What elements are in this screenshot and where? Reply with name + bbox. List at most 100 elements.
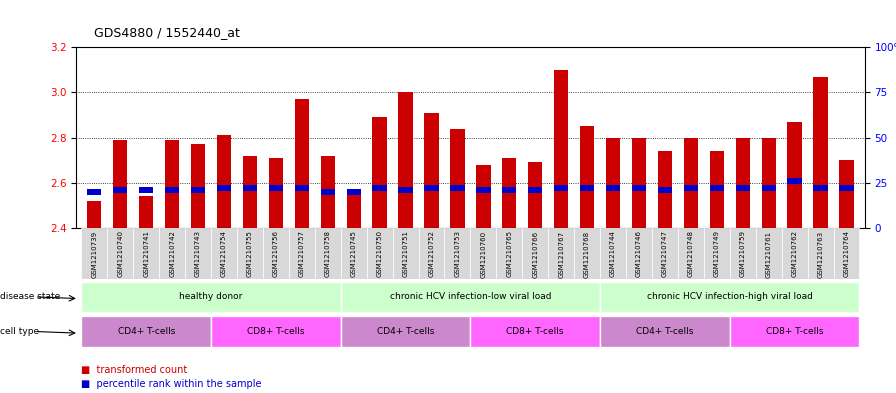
Bar <box>191 187 205 193</box>
Bar <box>781 228 807 279</box>
Text: chronic HCV infection-high viral load: chronic HCV infection-high viral load <box>647 292 813 301</box>
Bar <box>314 228 340 279</box>
Bar <box>347 189 361 195</box>
Bar <box>684 138 698 228</box>
Bar <box>113 140 127 228</box>
Text: GSM1210744: GSM1210744 <box>610 230 616 277</box>
Text: GSM1210767: GSM1210767 <box>558 230 564 277</box>
Bar <box>755 228 781 279</box>
Text: GSM1210756: GSM1210756 <box>273 230 279 277</box>
Bar <box>729 228 755 279</box>
Text: disease state: disease state <box>0 292 60 301</box>
Bar <box>425 113 439 228</box>
Bar <box>600 282 859 312</box>
Bar <box>833 228 859 279</box>
Bar <box>82 316 211 347</box>
Bar <box>574 228 600 279</box>
Bar <box>373 117 387 228</box>
Text: CD8+ T-cells: CD8+ T-cells <box>506 327 564 336</box>
Bar <box>814 185 828 191</box>
Text: GSM1210739: GSM1210739 <box>91 230 98 277</box>
Bar <box>788 122 802 228</box>
Bar <box>340 282 600 312</box>
Bar <box>134 228 159 279</box>
Bar <box>600 228 626 279</box>
Bar <box>840 185 854 191</box>
Bar <box>477 187 490 193</box>
Bar <box>554 185 568 191</box>
Bar <box>522 228 548 279</box>
Bar <box>295 185 309 191</box>
Bar <box>263 228 289 279</box>
Text: GSM1210749: GSM1210749 <box>714 230 719 277</box>
Bar <box>528 162 542 228</box>
Bar <box>295 99 309 228</box>
Text: GSM1210768: GSM1210768 <box>584 230 590 277</box>
Text: GSM1210750: GSM1210750 <box>376 230 383 277</box>
Bar <box>185 228 211 279</box>
Text: CD8+ T-cells: CD8+ T-cells <box>247 327 305 336</box>
Bar <box>736 138 750 228</box>
Bar <box>87 189 101 195</box>
Text: GSM1210755: GSM1210755 <box>247 230 253 277</box>
Bar <box>548 228 574 279</box>
Text: CD4+ T-cells: CD4+ T-cells <box>377 327 435 336</box>
Text: GSM1210743: GSM1210743 <box>195 230 201 277</box>
Text: GDS4880 / 1552440_at: GDS4880 / 1552440_at <box>94 26 240 39</box>
Bar <box>710 185 724 191</box>
Bar <box>580 185 594 191</box>
Text: cell type: cell type <box>0 327 39 336</box>
Bar <box>87 201 101 228</box>
Text: ■  percentile rank within the sample: ■ percentile rank within the sample <box>81 378 261 389</box>
Bar <box>840 160 854 228</box>
Bar <box>165 187 179 193</box>
Bar <box>108 228 134 279</box>
Text: CD4+ T-cells: CD4+ T-cells <box>636 327 694 336</box>
Text: GSM1210742: GSM1210742 <box>169 230 175 277</box>
Bar <box>243 156 257 228</box>
Bar <box>528 187 542 193</box>
Bar <box>321 156 335 228</box>
Bar <box>269 158 283 228</box>
Bar <box>580 126 594 228</box>
Bar <box>554 70 568 228</box>
Text: GSM1210752: GSM1210752 <box>428 230 435 277</box>
Text: GSM1210765: GSM1210765 <box>506 230 513 277</box>
Bar <box>704 228 729 279</box>
Text: CD4+ T-cells: CD4+ T-cells <box>117 327 175 336</box>
Bar <box>658 187 672 193</box>
Bar <box>392 228 418 279</box>
Text: CD8+ T-cells: CD8+ T-cells <box>766 327 823 336</box>
Bar <box>632 185 646 191</box>
Text: GSM1210751: GSM1210751 <box>402 230 409 277</box>
Text: GSM1210741: GSM1210741 <box>143 230 150 277</box>
Text: GSM1210753: GSM1210753 <box>454 230 461 277</box>
Bar <box>788 178 802 184</box>
Bar <box>211 228 237 279</box>
Bar <box>762 138 776 228</box>
Bar <box>502 187 516 193</box>
Text: GSM1210757: GSM1210757 <box>298 230 305 277</box>
Text: GSM1210745: GSM1210745 <box>350 230 357 277</box>
Bar <box>399 92 413 228</box>
Bar <box>366 228 392 279</box>
Bar <box>113 187 127 193</box>
Bar <box>807 228 833 279</box>
Text: GSM1210740: GSM1210740 <box>117 230 124 277</box>
Bar <box>632 138 646 228</box>
Bar <box>470 316 600 347</box>
Text: GSM1210760: GSM1210760 <box>480 230 487 277</box>
Text: GSM1210746: GSM1210746 <box>636 230 642 277</box>
Bar <box>736 185 750 191</box>
Bar <box>243 185 257 191</box>
Bar <box>502 158 516 228</box>
Bar <box>600 316 729 347</box>
Text: chronic HCV infection-low viral load: chronic HCV infection-low viral load <box>390 292 551 301</box>
Bar <box>340 228 366 279</box>
Bar <box>347 192 361 228</box>
Text: GSM1210762: GSM1210762 <box>791 230 797 277</box>
Bar <box>340 316 470 347</box>
Bar <box>289 228 314 279</box>
Bar <box>269 185 283 191</box>
Bar <box>678 228 704 279</box>
